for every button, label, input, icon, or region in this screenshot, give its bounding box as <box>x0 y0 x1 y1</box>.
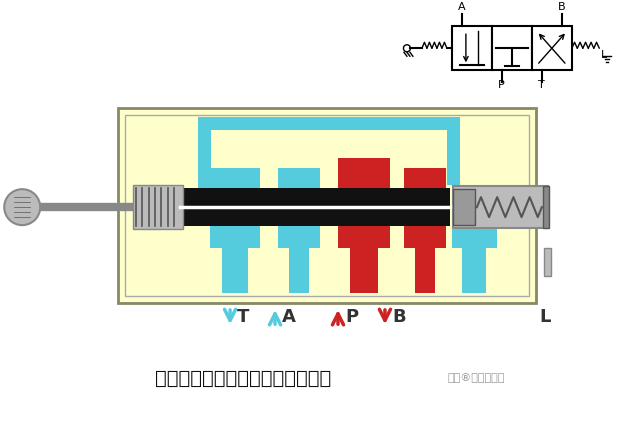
Bar <box>125 115 529 296</box>
Text: T: T <box>237 308 250 326</box>
Text: P: P <box>498 80 504 90</box>
Bar <box>222 248 248 293</box>
Bar <box>198 117 460 130</box>
Circle shape <box>4 189 40 225</box>
Bar <box>338 158 390 188</box>
Bar <box>210 226 260 248</box>
Bar <box>532 26 572 70</box>
Bar <box>180 188 450 226</box>
Bar <box>453 189 475 225</box>
Bar <box>452 226 497 248</box>
Bar <box>350 248 378 293</box>
Bar <box>278 226 320 248</box>
Bar <box>453 186 548 228</box>
Bar <box>462 248 486 293</box>
Bar <box>180 188 450 226</box>
Bar <box>210 168 260 188</box>
Bar <box>447 117 460 185</box>
Bar <box>133 185 183 229</box>
Text: A: A <box>458 2 465 12</box>
Text: 三位四通换向阀，用于液压泵卸荷: 三位四通换向阀，用于液压泵卸荷 <box>155 368 332 388</box>
Bar <box>289 248 309 293</box>
Bar <box>404 168 446 188</box>
Text: B: B <box>392 308 406 326</box>
Bar <box>404 226 446 248</box>
Bar <box>415 248 435 293</box>
Text: P: P <box>345 308 358 326</box>
Text: B: B <box>558 2 566 12</box>
Text: 头注®一位工程师: 头注®一位工程师 <box>448 373 506 383</box>
Bar <box>198 117 211 197</box>
Text: T: T <box>538 80 545 90</box>
Bar <box>452 26 492 70</box>
Bar <box>118 108 536 303</box>
Bar <box>492 26 532 70</box>
Bar <box>278 168 320 188</box>
Bar <box>543 186 549 228</box>
Bar <box>544 248 551 276</box>
Bar <box>338 226 390 248</box>
Text: A: A <box>282 308 296 326</box>
Text: L: L <box>540 308 551 326</box>
Text: L: L <box>602 50 607 60</box>
